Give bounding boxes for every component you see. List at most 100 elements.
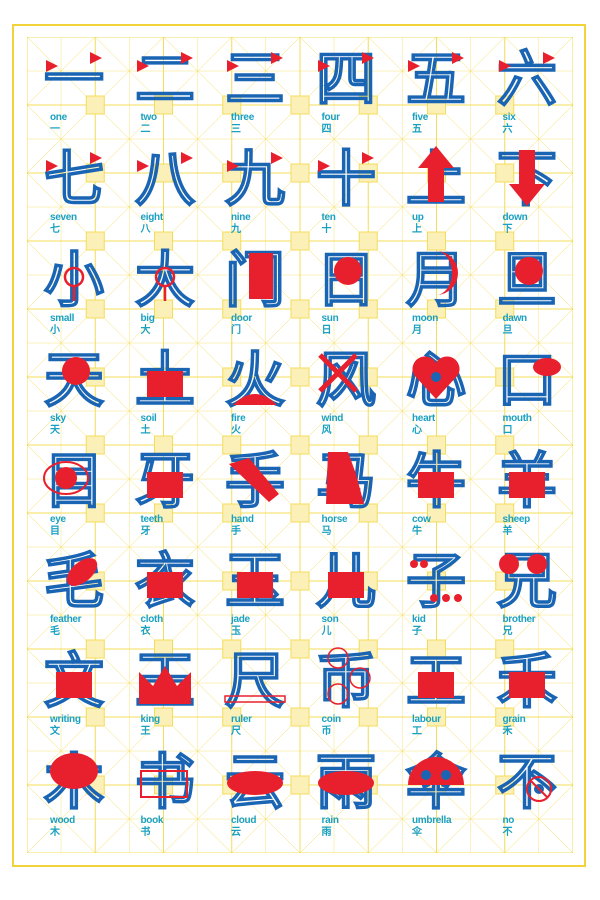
grid-node <box>154 639 173 659</box>
grid-node <box>358 231 378 251</box>
english-label: labour <box>412 714 441 726</box>
chinese-label: 玉 <box>231 626 241 637</box>
english-label: one <box>50 112 67 123</box>
character-card-ten: 十 ten 十 <box>302 140 392 240</box>
english-label: cow <box>412 513 431 525</box>
character-glyph: 书 <box>135 749 195 815</box>
grid-node <box>427 95 446 115</box>
english-label: small <box>50 312 75 324</box>
grid-node <box>358 367 378 387</box>
circle-character-icon: 玉 <box>224 547 286 614</box>
english-label: writing <box>50 714 81 726</box>
english-label: rain <box>321 814 339 826</box>
english-label: sun <box>321 312 339 324</box>
block-character-icon: 土 <box>134 346 196 413</box>
character-card-eight: 八 eight 八 <box>121 140 211 240</box>
character-card-nine: 九 nine 九 <box>211 140 301 240</box>
faces-character-icon: 兄 <box>496 547 558 614</box>
windmill-character-icon: 风 <box>315 346 377 413</box>
grid-node <box>427 503 446 523</box>
chinese-label: 十 <box>321 224 332 236</box>
english-label: kid <box>412 614 426 625</box>
english-label: king <box>140 714 161 726</box>
sun-character-icon: 天 <box>43 346 105 413</box>
english-label: five <box>412 112 429 123</box>
english-label: son <box>321 614 339 625</box>
english-label: jade <box>231 614 250 625</box>
cloud-character-icon: 云 <box>224 748 286 815</box>
grid-node <box>427 299 446 319</box>
door-character-icon: 门 <box>224 246 286 313</box>
character-card-cloth: 衣 cloth 衣 <box>121 542 211 642</box>
chinese-label: 七 <box>50 224 60 236</box>
chinese-label: 日 <box>321 324 332 336</box>
chinese-label: 门 <box>231 324 241 336</box>
chinese-label: 子 <box>412 626 422 637</box>
grid-node <box>358 503 378 523</box>
character-glyph: 大 <box>135 247 195 313</box>
grid-node <box>358 435 378 455</box>
poster-frame <box>12 24 586 867</box>
chinese-label: 禾 <box>502 726 513 738</box>
character-card-sheep: 羊 sheep 羊 <box>483 442 573 542</box>
english-label: book <box>140 814 164 826</box>
english-label: ten <box>321 212 336 224</box>
character-card-book: 书 book 书 <box>121 743 211 843</box>
english-label: brother <box>502 614 536 625</box>
grid-node <box>154 435 173 455</box>
grid-node <box>495 231 515 251</box>
english-label: up <box>412 212 424 224</box>
english-label: feather <box>50 614 82 625</box>
character-card-labour: 工 labour 工 <box>392 642 482 742</box>
english-label: six <box>502 112 516 123</box>
grid-node <box>495 299 515 319</box>
character-card-seven: 七 seven 七 <box>30 140 120 240</box>
chinese-label: 牙 <box>140 525 151 537</box>
grid-node <box>290 231 310 251</box>
character-card-soil: 土 soil 土 <box>121 341 211 441</box>
circle-character-icon: 羊 <box>496 447 558 514</box>
grid-node <box>85 95 105 115</box>
character-card-fire: 火 fire 火 <box>211 341 301 441</box>
grid-node <box>427 435 446 455</box>
grid-node <box>222 707 242 727</box>
grid-node <box>495 639 515 659</box>
chinese-label: 尺 <box>231 726 241 738</box>
grid-node <box>427 707 446 727</box>
chinese-label: 八 <box>140 224 151 236</box>
chinese-label: 云 <box>231 826 241 838</box>
character-card-no: 不 no 不 <box>483 743 573 843</box>
triangle-character-icon: 八 <box>134 146 197 213</box>
grid-node <box>154 503 173 523</box>
character-card-three: 三 three 三 <box>211 40 301 140</box>
grid-node <box>358 707 378 727</box>
grid-node <box>85 231 105 251</box>
chinese-label: 下 <box>502 224 513 236</box>
grid-node <box>154 775 173 795</box>
english-label: down <box>502 212 528 224</box>
grid-node <box>358 163 378 183</box>
character-card-feather: 毛 feather 毛 <box>30 542 120 642</box>
english-label: wood <box>50 814 75 826</box>
english-label: four <box>321 112 341 123</box>
english-label: no <box>502 814 515 826</box>
chinese-label: 手 <box>231 525 241 537</box>
grid-node <box>290 95 310 115</box>
chinese-label: 九 <box>231 224 241 236</box>
lips-character-icon: 口 <box>496 346 561 413</box>
character-card-grain: 禾 grain 禾 <box>483 642 573 742</box>
character-card-two: 二 two 二 <box>121 40 211 140</box>
heart-character-icon: 心 <box>405 346 467 413</box>
chinese-label: 毛 <box>50 626 60 637</box>
grid-node <box>495 367 515 387</box>
grid-node <box>154 231 173 251</box>
triangle-character-icon: 三 <box>224 45 286 112</box>
chinese-label: 大 <box>140 324 151 336</box>
half-sun-character-icon: 旦 <box>496 246 558 313</box>
character-card-sun: 日 sun 日 <box>302 241 392 341</box>
grid-node <box>495 503 515 523</box>
english-label: sky <box>50 413 66 425</box>
grid-node <box>358 95 378 115</box>
circle-character-icon: 牛 <box>405 447 467 514</box>
ruler-character-icon: 尺 <box>224 648 286 715</box>
